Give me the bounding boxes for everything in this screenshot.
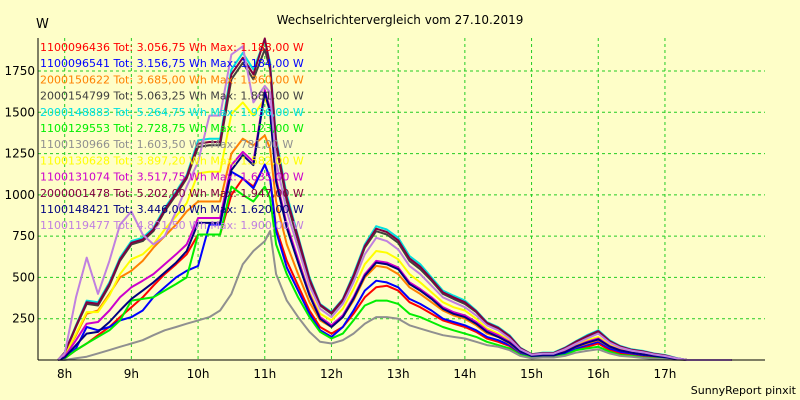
x-tick-label: 10h — [187, 367, 210, 381]
x-tick-label: 13h — [387, 367, 410, 381]
x-tick-label: 16h — [587, 367, 610, 381]
legend-entry: 1100148421 Tot: 3.446,00 Wh Max: 1.620,0… — [40, 203, 304, 216]
legend: 1100096436 Tot: 3.056,75 Wh Max: 1.183,0… — [40, 41, 304, 232]
legend-entry: 1100129553 Tot: 2.728,75 Wh Max: 1.123,0… — [40, 122, 304, 135]
y-tick-label: 750 — [12, 229, 35, 243]
legend-entry: 1100096541 Tot: 3.156,75 Wh Max: 1.184,0… — [40, 57, 304, 70]
axes — [37, 38, 765, 361]
x-tick-label: 9h — [124, 367, 139, 381]
legend-entry: 2000150622 Tot: 3.685,00 Wh Max: 1.360,0… — [40, 73, 304, 86]
series-line-1 — [57, 163, 732, 361]
y-axis-unit: W — [36, 17, 49, 32]
y-tick-label: 1500 — [4, 105, 35, 119]
series-layer — [57, 37, 732, 361]
series-line-6 — [57, 185, 732, 361]
credit-text: SunnyReport pinxit — [691, 384, 797, 397]
y-tick-label: 1750 — [4, 64, 35, 78]
series-line-10 — [57, 37, 732, 361]
series-line-7 — [58, 230, 732, 361]
legend-entry: 2000001478 Tot: 5.202,00 Wh Max: 1.947,0… — [40, 187, 304, 200]
y-tick-label: 1250 — [4, 147, 35, 161]
legend-entry: 1100130628 Tot: 3.897,20 Wh Max: 1.582,0… — [40, 154, 304, 167]
series-line-2 — [57, 163, 732, 361]
x-tick-label: 15h — [520, 367, 543, 381]
y-tick-label: 1000 — [4, 188, 35, 202]
y-tick-label: 250 — [12, 312, 35, 326]
series-line-5 — [57, 39, 732, 361]
legend-entry: 1100130966 Tot: 1.603,50 Wh Max: 781,00 … — [40, 138, 293, 151]
x-tick-label: 12h — [320, 367, 343, 381]
legend-entry: 2000154799 Tot: 5.063,25 Wh Max: 1.881,0… — [40, 90, 304, 103]
chart-title: Wechselrichtervergleich vom 27.10.2019 — [277, 13, 524, 27]
x-tick-label: 8h — [57, 367, 72, 381]
y-tick-label: 500 — [12, 270, 35, 284]
series-line-11 — [57, 91, 732, 361]
x-tick-label: 17h — [654, 367, 677, 381]
legend-entry: 1100119477 Tot: 4.821,50 Wh Max: 1.900,0… — [40, 219, 304, 232]
legend-entry: 2000148883 Tot: 5.264,75 Wh Max: 1.936,0… — [40, 106, 304, 119]
x-tick-label: 14h — [453, 367, 476, 381]
legend-entry: 1100096436 Tot: 3.056,75 Wh Max: 1.183,0… — [40, 41, 304, 54]
tick-labels: 250 500 750 1000 1250 1500 1750 8h 9h 10h 11h 12h 13… — [4, 64, 676, 381]
legend-entry: 1100131074 Tot: 3.517,75 Wh Max: 1.635,0… — [40, 171, 304, 184]
x-tick-label: 11h — [253, 367, 276, 381]
series-line-12 — [57, 45, 732, 361]
